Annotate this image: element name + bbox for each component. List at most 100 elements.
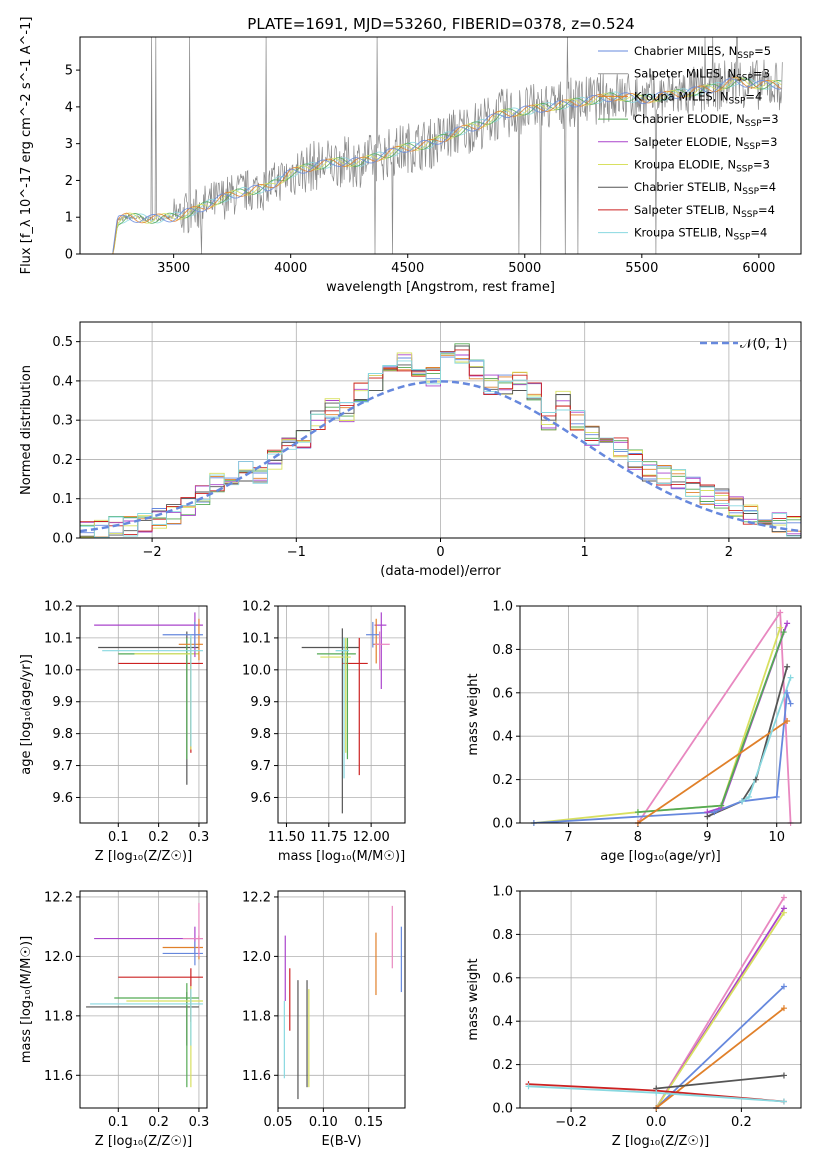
y-tick-label: 12.0 (242, 950, 271, 965)
weight-marker (780, 1098, 787, 1105)
y-tick-label: 0.3 (52, 414, 73, 429)
y-axis-label: age [log₁₀(age/yr)] (19, 654, 34, 775)
y-tick-label: 9.8 (250, 727, 271, 742)
y-tick-label: 3 (65, 137, 73, 152)
y-tick-label: 10.2 (242, 600, 271, 615)
panel-mass-weight-Z: −0.2 0.0 0.2 0.0 0.2 0.4 0.6 0.8 1.0 Z [log₁₀(Z/Z… (466, 885, 802, 1149)
legend-entry: Chabrier STELIB, NSSP=4 (634, 180, 776, 197)
y-tick-label: 0.0 (52, 532, 73, 547)
panel-mass-Z: 0.1 0.2 0.3 11.6 11.8 12.0 12.2 Z [log₁₀(Z/Z☉)]… (19, 890, 209, 1149)
x-tick-label: 10 (768, 830, 785, 845)
y-tick-label: 10.2 (44, 600, 73, 615)
weight-marker (739, 798, 746, 805)
histogram-step-line (80, 351, 801, 538)
x-tick-label: 5500 (625, 261, 658, 276)
weight-line (655, 1007, 785, 1108)
y-tick-label: 1.0 (492, 600, 513, 615)
plot-area (301, 612, 390, 814)
x-tick-label: 7 (564, 830, 572, 845)
x-tick-label: 3500 (157, 261, 190, 276)
x-tick-label: 9 (703, 830, 711, 845)
weight-marker (784, 620, 791, 627)
weight-line (637, 720, 788, 823)
y-tick-label: 9.8 (52, 727, 73, 742)
x-tick-label: 0.0 (646, 1115, 667, 1130)
model-spectrum-line (112, 76, 782, 254)
y-tick-label: 0.2 (492, 1058, 513, 1073)
x-axis-label: E(B-V) (321, 1134, 361, 1149)
y-tick-label: 9.7 (250, 759, 271, 774)
weight-line (655, 897, 785, 1108)
model-spectrum-line (112, 76, 782, 254)
x-tick-label: 0.1 (108, 1115, 129, 1130)
x-tick-label: 12.00 (353, 830, 390, 845)
y-tick-label: 2 (65, 174, 73, 189)
legend-entry: Chabrier ELODIE, NSSP=3 (634, 112, 779, 129)
plot-area (80, 343, 801, 538)
legend-entry: 𝒩(0, 1) (740, 337, 787, 352)
y-tick-label: 12.2 (44, 890, 73, 905)
model-spectrum-line (112, 78, 782, 253)
y-tick-label: 0 (65, 248, 73, 263)
weight-marker (525, 1083, 532, 1090)
y-tick-label: 4 (65, 100, 73, 115)
y-tick-label: 9.9 (250, 695, 271, 710)
weight-line (637, 609, 792, 823)
model-spectrum-line (112, 78, 782, 252)
panel-age-mass: 11.50 11.75 12.00 9.6 9.7 9.8 9.9 10.0 10.1 10.2 m… (242, 600, 406, 864)
x-axis-label: age [log₁₀(age/yr)] (600, 849, 721, 864)
y-tick-label: 9.7 (52, 759, 73, 774)
y-axis-label: mass weight (466, 673, 481, 755)
weight-line (655, 985, 785, 1108)
x-tick-label: 0.10 (309, 1115, 338, 1130)
y-tick-label: 10.1 (44, 631, 73, 646)
weight-line (707, 623, 788, 813)
observed-spectrum-line (114, 37, 783, 254)
plot-frame (79, 36, 802, 255)
x-axis-label: mass [log₁₀(M/M☉)] (278, 849, 405, 864)
weight-marker (752, 776, 759, 783)
weight-marker (718, 802, 725, 809)
weight-marker (745, 793, 752, 800)
weight-marker (653, 1089, 660, 1096)
y-tick-label: 10.1 (242, 631, 271, 646)
weight-line (706, 666, 788, 818)
panel-spectrum: 3500 4000 4500 5000 5500 6000 0 1 2 3 4 5 wavelength… (19, 17, 802, 295)
panel-residuals: −2 −1 0 1 2 0.0 0.1 0.2 0.3 0.4 0.5 (data-model)/er… (19, 321, 802, 579)
weight-marker (784, 718, 791, 725)
y-axis-label: Flux [f_λ 10^-17 erg cm^-2 s^-1 A^-1] (19, 17, 34, 275)
y-tick-label: 11.6 (242, 1069, 271, 1084)
x-tick-label: 0.3 (189, 830, 210, 845)
x-axis-label: Z [log₁₀(Z/Z☉)] (95, 1134, 192, 1149)
weight-marker (780, 894, 787, 901)
y-tick-label: 11.8 (242, 1009, 271, 1024)
y-tick-label: 0.5 (52, 335, 73, 350)
y-tick-label: 11.6 (44, 1069, 73, 1084)
x-tick-label: 0.1 (108, 830, 129, 845)
y-tick-label: 0.1 (52, 492, 73, 507)
x-tick-label: 0.2 (148, 830, 169, 845)
y-tick-label: 10.0 (44, 663, 73, 678)
x-tick-label: 6000 (742, 261, 775, 276)
plot-area (533, 609, 792, 823)
y-tick-label: 9.6 (250, 791, 271, 806)
y-tick-label: 0.4 (52, 374, 73, 389)
model-spectrum-line (112, 77, 782, 254)
weight-marker (634, 809, 641, 816)
weight-line (637, 631, 785, 813)
y-tick-label: 0.8 (492, 643, 513, 658)
y-tick-label: 0.4 (492, 730, 513, 745)
weight-marker (777, 609, 784, 616)
plot-area (112, 37, 783, 254)
weight-marker (780, 629, 787, 636)
x-tick-label: 0.3 (189, 1115, 210, 1130)
x-tick-label: −1 (287, 545, 306, 560)
legend-entry: Chabrier MILES, NSSP=5 (634, 44, 771, 61)
y-tick-label: 0.0 (492, 817, 513, 832)
x-tick-label: 1 (581, 545, 589, 560)
panel-mass-weight-age: 7 8 9 10 0.0 0.2 0.4 0.6 0.8 1.0 age [log₁₀(age/yr… (466, 600, 802, 864)
weight-marker (777, 624, 784, 631)
y-tick-label: 0.2 (492, 773, 513, 788)
y-tick-label: 0.0 (492, 1102, 513, 1117)
